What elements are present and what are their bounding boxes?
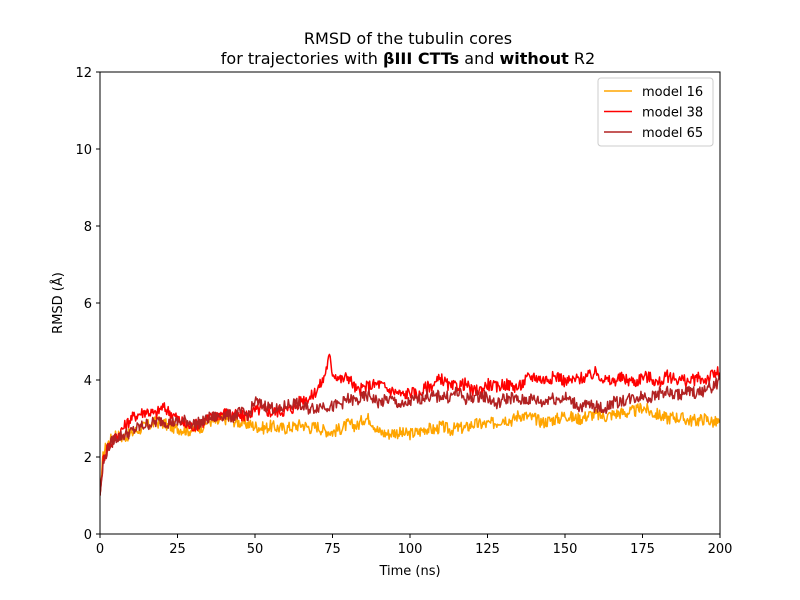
series-group <box>100 353 720 496</box>
x-axis-label: Time (ns) <box>378 564 440 579</box>
y-tick-label: 2 <box>84 451 92 466</box>
y-axis-ticks: 0 2 4 6 8 10 12 <box>75 66 100 543</box>
x-tick-label: 175 <box>630 542 655 557</box>
x-tick-label: 100 <box>398 542 423 557</box>
x-tick-label: 50 <box>247 542 264 557</box>
y-tick-label: 0 <box>84 528 92 543</box>
title-part-3: R2 <box>569 49 595 68</box>
legend-label: model 65 <box>642 126 703 141</box>
x-tick-label: 0 <box>96 542 104 557</box>
title-bold-1: βIII CTTs <box>383 49 459 68</box>
chart-title-line2: for trajectories with βIII CTTs and with… <box>221 49 595 68</box>
x-tick-label: 75 <box>324 542 341 557</box>
x-tick-label: 200 <box>708 542 733 557</box>
x-tick-label: 25 <box>169 542 186 557</box>
x-tick-label: 150 <box>553 542 578 557</box>
legend-box <box>597 77 714 147</box>
y-tick-label: 12 <box>75 66 92 81</box>
title-bold-2: without <box>499 49 569 68</box>
y-tick-label: 10 <box>75 143 92 158</box>
x-axis-ticks: 0 25 50 75 100 125 150 175 200 <box>96 534 733 557</box>
series-line-model-16 <box>100 402 720 496</box>
y-tick-label: 6 <box>84 297 92 312</box>
legend-label: model 38 <box>642 106 703 121</box>
y-axis-label: RMSD (Å) <box>50 272 66 334</box>
chart-title-line1: RMSD of the tubulin cores <box>304 29 512 48</box>
y-tick-label: 4 <box>84 374 92 389</box>
title-part-1: for trajectories with <box>221 49 383 68</box>
legend: model 16 model 38 model 65 <box>597 77 714 147</box>
title-part-2: and <box>459 49 499 68</box>
legend-label: model 16 <box>642 85 703 100</box>
x-tick-label: 125 <box>475 542 500 557</box>
y-tick-label: 8 <box>84 220 92 235</box>
series-line-model-65 <box>100 375 720 496</box>
